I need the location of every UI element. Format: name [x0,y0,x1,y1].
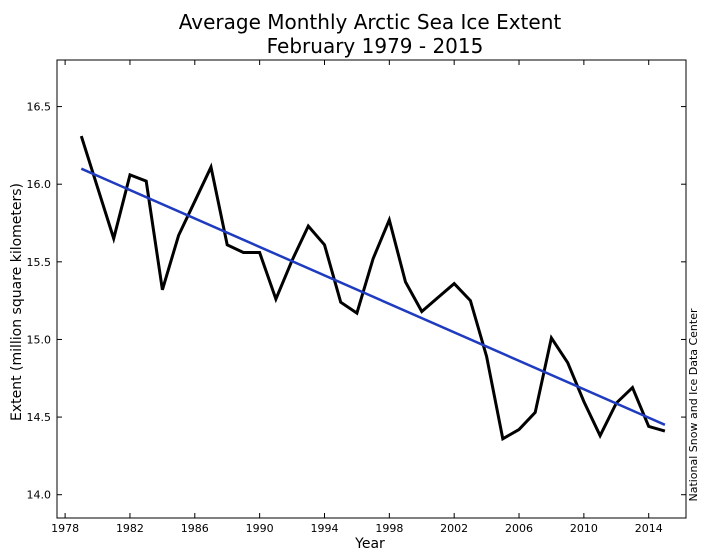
chart-title: Average Monthly Arctic Sea Ice Extent [179,10,562,34]
trend-line [80,167,666,426]
x-tick-label: 1990 [246,522,274,535]
x-tick-label: 1998 [375,522,403,535]
y-tick-label: 14.5 [27,411,52,424]
x-tick-label: 2010 [570,522,598,535]
x-tick-label: 1986 [181,522,209,535]
chart-subtitle: February 1979 - 2015 [267,34,484,58]
x-tick-label: 2014 [635,522,663,535]
series-layer [79,135,666,442]
tick-layer: 1978 1982 1986 1990 1994 1998 2002 2006 2010 2014… [27,60,686,535]
x-tick-label: 1994 [310,522,338,535]
x-tick-label: 2006 [505,522,533,535]
y-axis-label: Extent (million square kilometers) [9,183,25,421]
plot-frame [56,59,687,519]
credit-text: National Snow and Ice Data Center [687,308,700,502]
x-tick-label: 1978 [51,522,79,535]
y-tick-label: 15.5 [27,256,52,269]
y-tick-label: 16.0 [27,178,52,191]
x-axis-label: Year [354,536,385,552]
y-tick-label: 14.0 [27,489,52,502]
x-tick-label: 2002 [440,522,468,535]
y-tick-label: 15.0 [27,333,52,346]
y-tick-label: 16.5 [27,101,52,114]
extent-series-line [79,135,666,442]
x-tick-label: 1982 [116,522,144,535]
